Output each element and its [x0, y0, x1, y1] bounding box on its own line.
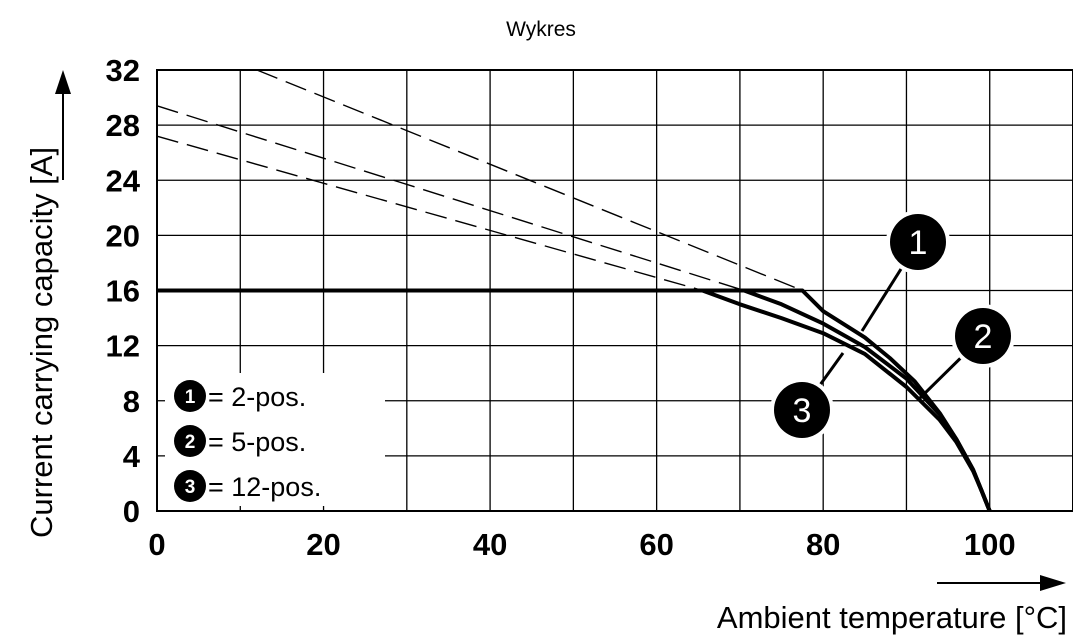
- legend-marker-1: [174, 380, 206, 412]
- y-tick-label: 0: [123, 494, 140, 529]
- x-tick-label: 0: [148, 527, 165, 562]
- y-axis-label: Current carrying capacity [A]: [24, 147, 59, 538]
- x-tick-label: 100: [964, 527, 1016, 562]
- marker-label-2: 2: [974, 318, 993, 356]
- legend-marker-2: [174, 425, 206, 457]
- y-tick-label: 32: [106, 53, 140, 88]
- legend-entry-text: = 2-pos.: [208, 382, 306, 412]
- curves: [157, 288, 992, 512]
- legend-entry-text: = 5-pos.: [208, 427, 306, 457]
- derating-line-2: [156, 105, 745, 292]
- y-tick-label: 8: [123, 384, 140, 419]
- chart-title: Wykres: [506, 18, 576, 41]
- y-tick-label: 28: [106, 108, 140, 143]
- marker-circle-3: [774, 382, 830, 438]
- marker-circle-1: [890, 214, 946, 270]
- series-line-3: [157, 288, 992, 512]
- marker-label-3: 3: [793, 392, 812, 430]
- y-tick-label: 20: [106, 218, 140, 253]
- x-tick-label: 20: [306, 527, 340, 562]
- x-tick-label: 80: [806, 527, 840, 562]
- legend-marker-label: 2: [185, 432, 196, 453]
- y-tick-label: 4: [123, 439, 141, 474]
- marker-circle-2: [955, 308, 1011, 364]
- legend: 1 = 2-pos. 2 = 5-pos. 3 = 12-pos.: [174, 380, 321, 502]
- curve-markers: 1 2 3: [770, 210, 1015, 442]
- y-tick-label: 16: [106, 274, 140, 309]
- derating-line-3: [156, 135, 703, 292]
- x-axis-label: Ambient temperature [°C]: [717, 600, 1067, 635]
- legend-entry-text: = 12-pos.: [208, 472, 321, 502]
- legend-marker-label: 1: [185, 387, 196, 408]
- marker-label-1: 1: [909, 224, 928, 262]
- derating-lines: [156, 69, 803, 292]
- y-tick-labels: 0 4 8 12 16 20 24 28 32: [106, 53, 141, 529]
- x-tick-label: 60: [639, 527, 673, 562]
- x-tick-label: 40: [473, 527, 507, 562]
- plot-frame: [156, 69, 1073, 512]
- x-tick-labels: 0 20 40 60 80 100: [148, 527, 1015, 562]
- x-axis-arrowhead: [1040, 575, 1066, 591]
- y-tick-label: 12: [106, 329, 140, 364]
- derating-line-1: [256, 69, 803, 292]
- y-axis-arrowhead: [55, 70, 71, 94]
- y-tick-label: 24: [106, 163, 141, 198]
- legend-marker-label: 3: [185, 477, 196, 498]
- legend-marker-3: [174, 470, 206, 502]
